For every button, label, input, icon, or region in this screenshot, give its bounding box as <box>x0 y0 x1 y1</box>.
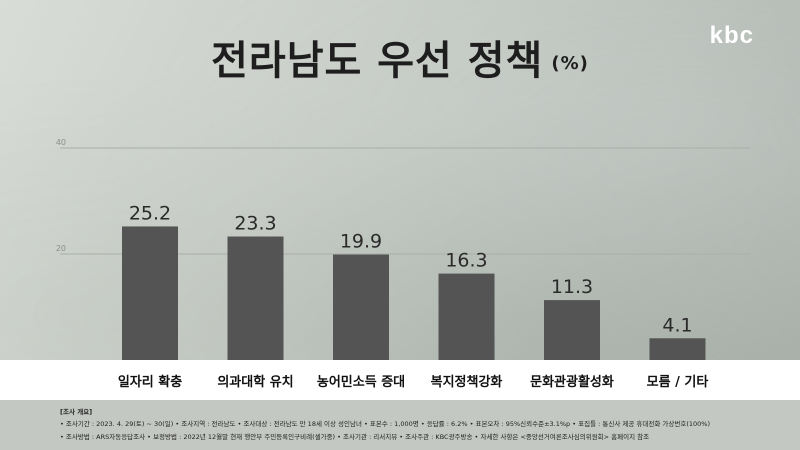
bar-value-label: 16.3 <box>445 250 487 272</box>
survey-notes-line-1: • 조사기간 : 2023. 4. 29(토) ~ 30(일) • 조사지역 :… <box>60 420 710 428</box>
bar <box>649 338 706 360</box>
bar-chart: 20 40 25.2 일자리 확충 23.3 의과대학 유치 19.9 농어민소득 증대 16.… <box>56 138 750 390</box>
chart-unit: (%) <box>551 52 589 74</box>
category-label: 의과대학 유치 <box>217 374 293 390</box>
bar <box>438 273 495 360</box>
category-label: 모름 / 기타 <box>647 374 709 390</box>
y-tick-label: 40 <box>56 138 66 147</box>
category-label: 문화관광활성화 <box>530 374 614 390</box>
bar <box>333 254 389 360</box>
category-label: 일자리 확충 <box>118 374 182 390</box>
bar <box>227 236 284 360</box>
survey-notes-heading: [조사 개요] <box>60 408 93 416</box>
bar-value-label: 11.3 <box>551 276 593 298</box>
survey-notes: [조사 개요] • 조사기간 : 2023. 4. 29(토) ~ 30(일) … <box>0 400 800 450</box>
bar-value-label: 23.3 <box>234 213 276 235</box>
category-label: 농어민소득 증대 <box>317 374 405 390</box>
kbc-logo: kbc <box>709 22 754 49</box>
bar-value-label: 25.2 <box>129 202 171 224</box>
y-tick-label: 20 <box>56 244 66 253</box>
bar-value-label: 4.1 <box>662 314 692 336</box>
survey-notes-line-2: • 조사방법 : ARS자동응답조사 • 보정방법 : 2022년 12월말 현… <box>60 433 650 441</box>
bar <box>122 226 178 360</box>
bar <box>544 300 600 360</box>
chart-title-text: 전라남도 우선 정책 <box>211 38 544 84</box>
chart-title: 전라남도 우선 정책 (%) <box>0 28 800 86</box>
category-label-band <box>0 360 800 400</box>
bar-value-label: 19.9 <box>340 231 382 253</box>
category-label: 복지정책강화 <box>431 374 503 390</box>
